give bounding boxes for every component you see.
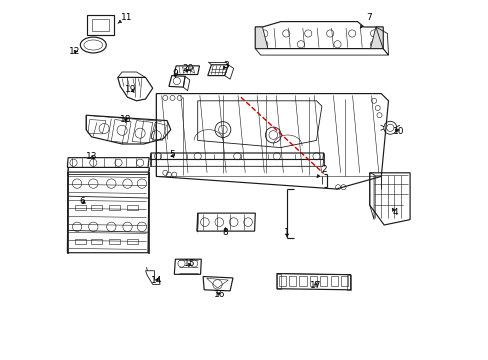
Text: 7: 7 — [360, 13, 371, 28]
Text: 19: 19 — [125, 85, 137, 94]
Text: 18: 18 — [120, 115, 131, 124]
Text: 14: 14 — [151, 276, 163, 284]
Text: 5: 5 — [168, 150, 174, 159]
Text: 11: 11 — [118, 13, 132, 23]
Text: 20: 20 — [182, 64, 193, 73]
Text: 10: 10 — [392, 127, 404, 136]
Text: 2: 2 — [316, 165, 326, 177]
Text: 15: 15 — [183, 259, 195, 268]
Text: 6: 6 — [79, 197, 85, 206]
Text: 1: 1 — [284, 228, 289, 237]
Polygon shape — [370, 27, 382, 49]
Text: 12: 12 — [69, 47, 80, 56]
Text: 8: 8 — [222, 228, 228, 237]
Text: 13: 13 — [85, 152, 97, 161]
Text: 9: 9 — [172, 69, 178, 78]
Polygon shape — [255, 27, 267, 49]
Text: 16: 16 — [213, 289, 224, 299]
Text: 3: 3 — [223, 61, 228, 70]
Text: 17: 17 — [309, 281, 321, 289]
Text: 4: 4 — [391, 208, 397, 217]
